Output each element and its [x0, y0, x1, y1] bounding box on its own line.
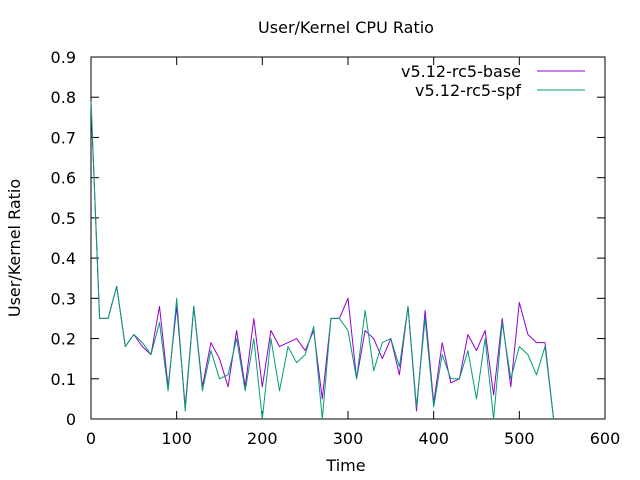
y-tick-label: 0.3	[51, 289, 76, 308]
x-tick-label: 600	[590, 429, 621, 448]
x-tick-label: 100	[161, 429, 192, 448]
x-tick-label: 0	[86, 429, 96, 448]
y-tick-label: 0.2	[51, 330, 76, 349]
x-tick-label: 300	[333, 429, 364, 448]
plot-area-frame	[90, 56, 606, 420]
series-group	[90, 101, 555, 420]
x-tick-label: 400	[418, 429, 449, 448]
x-axis-label: Time	[325, 456, 365, 475]
y-axis-label: User/Kernel Ratio	[5, 179, 24, 317]
legend-label-0: v5.12-rc5-base	[401, 62, 521, 81]
series-line-0	[90, 101, 555, 420]
x-axis: 0 100 200 300 400 500 600	[86, 57, 620, 448]
y-tick-label: 0.6	[51, 169, 76, 188]
y-tick-label: 0	[66, 410, 76, 429]
y-tick-label: 0.7	[51, 128, 76, 147]
series-line-1	[90, 101, 555, 420]
chart-title: User/Kernel CPU Ratio	[258, 18, 434, 37]
y-tick-label: 0.8	[51, 88, 76, 107]
y-tick-label: 0.4	[51, 249, 76, 268]
x-tick-label: 500	[504, 429, 535, 448]
y-tick-label: 0.1	[51, 370, 76, 389]
x-tick-label: 200	[247, 429, 278, 448]
y-tick-label: 0.5	[51, 209, 76, 228]
y-axis: 0 0.1 0.2 0.3 0.4 0.5 0.6 0.7 0.8 0.9	[51, 48, 605, 429]
legend-label-1: v5.12-rc5-spf	[415, 81, 521, 100]
y-tick-label: 0.9	[51, 48, 76, 67]
